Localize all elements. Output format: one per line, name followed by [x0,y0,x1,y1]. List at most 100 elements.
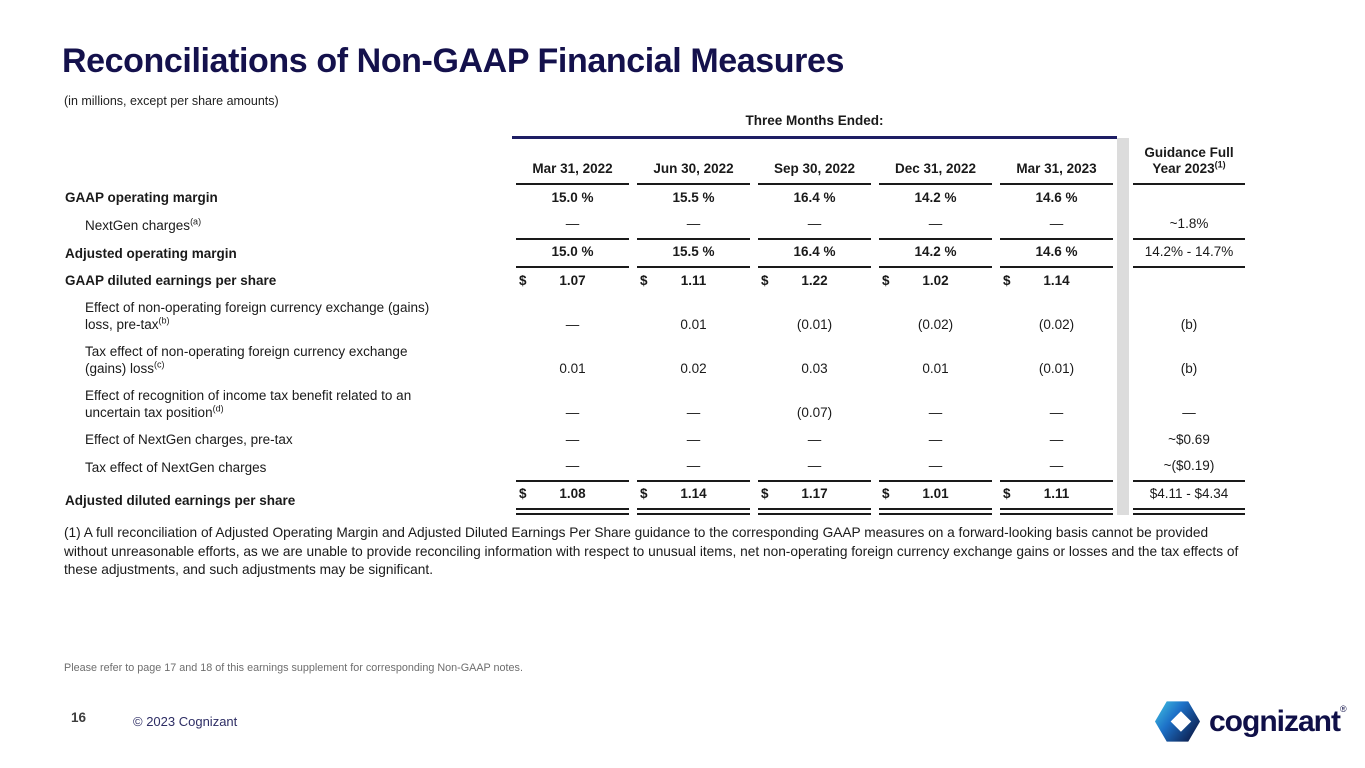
separator-cell [1117,482,1129,515]
separator-cell [1117,137,1129,185]
copyright: © 2023 Cognizant [133,714,238,729]
corner-cell [64,112,512,138]
value-cell: 16.4 % [793,190,836,205]
value-cell: 0.03 [801,361,828,376]
value-cell: — [996,454,1117,482]
value-cell: $1.14 [1003,273,1070,288]
row-label: Adjusted diluted earnings per share [65,493,296,508]
guidance-cell: (b) [1180,317,1198,332]
table-row: Effect of NextGen charges, pre-tax — — — — — ~… [64,427,1249,454]
page-title: Reconciliations of Non-GAAP Financial Me… [62,42,845,80]
value-cell: 0.02 [680,361,707,376]
value-cell: 0.01 [680,317,707,332]
table-row: GAAP operating margin 15.0 % 15.5 % 16.4 % 1… [64,185,1249,212]
table-row: Tax effect of NextGen charges — — — — — ~($0.1… [64,454,1249,482]
value-cell: (0.02) [1038,317,1075,332]
value-cell: — [1049,432,1064,447]
dollar-sign: $ [519,486,527,501]
table-row: Effect of non-operating foreign currency… [64,295,1249,339]
guidance-cell: ~1.8% [1129,212,1249,240]
table-row: Adjusted diluted earnings per share $1.08… [64,482,1249,515]
value-cell: — [754,212,875,240]
value-cell: — [807,432,822,447]
guidance-cell: ~($0.19) [1129,454,1249,482]
dollar-sign: $ [640,273,648,288]
label-column-header [64,138,512,186]
value-cell: 15.0 % [551,190,594,205]
cognizant-logo: cognizant ® [1154,698,1347,745]
row-label: Adjusted operating margin [65,246,237,261]
dollar-sign: $ [882,486,890,501]
guidance-cell: ~$0.69 [1168,432,1210,447]
value-cell: 15.0 % [512,240,633,268]
cognizant-logo-text: cognizant [1209,704,1341,738]
value-cell: — [875,212,996,240]
value-cell: $1.11 [996,482,1117,515]
value-cell: 15.5 % [633,240,754,268]
separator-cell [1117,240,1129,268]
table-row: Tax effect of non-operating foreign curr… [64,339,1249,383]
separator-cell [1117,383,1129,427]
value-cell: — [996,212,1117,240]
row-label: Effect of non-operating foreign currency… [85,300,430,332]
value-cell: — [565,432,580,447]
row-label: Tax effect of NextGen charges [85,460,267,475]
table-head: Three Months Ended: Mar 31, 2022 Jun 30, 2… [64,112,1249,185]
value-cell: — [928,405,943,420]
table-row: NextGen charges(a) — — — — — ~1.8% [64,212,1249,240]
value-cell: — [686,405,701,420]
value-cell: (0.02) [917,317,954,332]
value-cell: 14.2 % [875,240,996,268]
value-cell: — [686,432,701,447]
value-cell: — [875,454,996,482]
value-cell: $1.22 [761,273,828,288]
cognizant-logo-icon [1154,701,1201,742]
value-cell: 14.6 % [996,240,1117,268]
dollar-sign: $ [1003,486,1011,501]
dollar-sign: $ [761,273,769,288]
reconciliation-table: Three Months Ended: Mar 31, 2022 Jun 30, 2… [64,112,1249,515]
row-label: GAAP operating margin [65,190,218,205]
row-label: Effect of NextGen charges, pre-tax [85,432,293,447]
row-label: Effect of recognition of income tax bene… [85,388,412,420]
guidance-cell [1129,268,1249,295]
table-row: GAAP diluted earnings per share $1.07 $1.1… [64,268,1249,295]
value-cell: $1.11 [640,273,707,288]
value-cell: — [565,405,580,420]
value-cell: 0.01 [559,361,586,376]
guidance-corner-cell [1129,112,1249,138]
column-header-row: Mar 31, 2022 Jun 30, 2022 Sep 30, 2022 Dec … [64,137,1249,186]
value-cell: — [1049,405,1064,420]
column-header-3: Dec 31, 2022 [875,138,996,185]
value-cell: $1.14 [633,482,754,515]
column-header-4: Mar 31, 2023 [996,138,1117,185]
guidance-cell: — [1182,405,1196,420]
separator-cell [1117,427,1129,454]
separator-cell [1117,212,1129,240]
value-cell: — [928,432,943,447]
value-cell: — [633,212,754,240]
guidance-cell: (b) [1180,361,1198,376]
subtitle: (in millions, except per share amounts) [64,94,279,108]
separator-top-cell [1117,112,1129,138]
value-cell: 15.5 % [672,190,715,205]
table-row: Effect of recognition of income tax bene… [64,383,1249,427]
value-cell: $1.07 [519,273,586,288]
table-body: GAAP operating margin 15.0 % 15.5 % 16.4 % 1… [64,185,1249,515]
value-cell: — [512,212,633,240]
column-header-0: Mar 31, 2022 [512,138,633,185]
separator-cell [1117,295,1129,339]
value-cell: 16.4 % [754,240,875,268]
separator-cell [1117,454,1129,482]
value-cell: — [565,317,580,332]
group-header: Three Months Ended: [512,112,1117,139]
separator-cell [1117,268,1129,295]
value-cell: — [754,454,875,482]
column-header-2: Sep 30, 2022 [754,138,875,185]
guidance-cell: $4.11 - $4.34 [1129,482,1249,515]
footnote: (1) A full reconciliation of Adjusted Op… [64,525,1239,577]
page-number: 16 [71,710,87,725]
dollar-sign: $ [640,486,648,501]
value-cell: (0.01) [796,317,833,332]
group-header-row: Three Months Ended: [64,112,1249,139]
